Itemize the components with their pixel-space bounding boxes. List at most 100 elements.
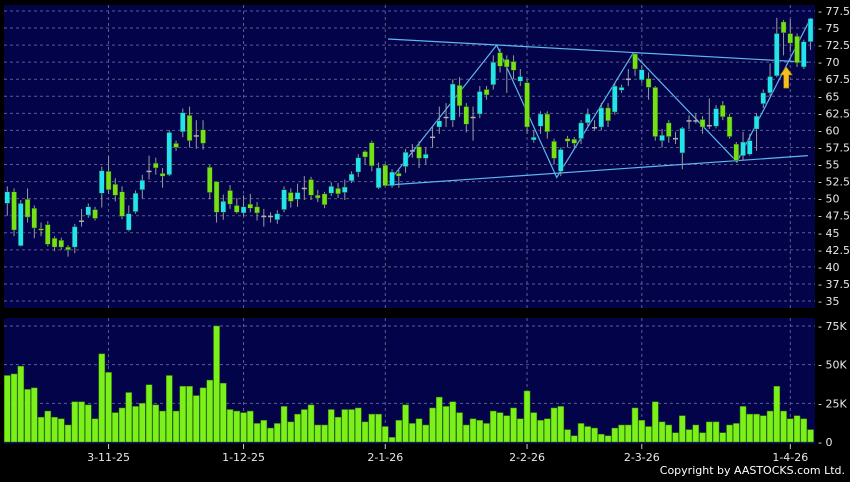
candle-body (321, 193, 328, 205)
candle-body (463, 106, 469, 125)
volume-bar (206, 379, 214, 443)
candle-body (733, 143, 739, 161)
volume-bar (10, 373, 18, 443)
x-tick-label: 1-12-25 (222, 451, 265, 464)
volume-bar (118, 407, 126, 443)
volume-bar (429, 407, 436, 443)
volume-bars (4, 325, 814, 443)
trendline (392, 18, 812, 179)
candle-body (274, 213, 280, 221)
candle-body (24, 199, 31, 218)
price-tick-label: - 65 (818, 90, 839, 103)
candle-body (645, 78, 652, 88)
candle-body (787, 33, 793, 44)
volume-bar (220, 382, 227, 443)
candle-body (213, 181, 220, 213)
volume-tick-label: - 25K (818, 397, 847, 410)
candle-body (456, 85, 463, 107)
volume-bar (469, 418, 477, 443)
price-tick-label: - 37.5 (818, 278, 850, 291)
candles (4, 17, 814, 257)
volume-bar (436, 396, 443, 443)
candle-body (436, 120, 442, 128)
volume-bar (145, 384, 153, 443)
volume-bar (321, 424, 328, 443)
volume-bar (685, 429, 693, 443)
candle-body (186, 115, 193, 141)
volume-bar (85, 404, 92, 443)
candle-body (686, 120, 692, 122)
volume-bar (199, 387, 207, 443)
price-tick-label: - 50 (818, 193, 839, 206)
candle-body (227, 190, 233, 205)
price-tick-label: - 42.5 (818, 244, 850, 257)
volume-bar (355, 407, 362, 443)
volume-bar (787, 418, 794, 443)
volume-bar (625, 424, 632, 443)
candle-body (753, 115, 760, 130)
volume-bar (51, 417, 58, 443)
candle-body (430, 136, 436, 139)
candle-body (780, 21, 787, 34)
volume-bar (71, 401, 79, 443)
candle-body (166, 132, 173, 175)
volume-bar (726, 424, 733, 443)
volume-bar (557, 406, 565, 443)
volume-bar (186, 386, 193, 443)
candle-body (200, 129, 206, 144)
volume-bar (577, 423, 585, 443)
candle-body (193, 135, 199, 137)
candle-body (11, 191, 17, 231)
candle-body (159, 173, 166, 177)
candle-body (85, 206, 92, 216)
volume-bar (719, 432, 727, 443)
candle-body (58, 240, 64, 248)
candle-body (767, 76, 773, 94)
candle-body (308, 179, 314, 196)
candle-body (706, 124, 712, 127)
volume-bar (388, 437, 396, 443)
volume-bar (665, 424, 673, 443)
volume-bar (618, 424, 625, 443)
volume-bar (348, 409, 355, 443)
volume-bar (699, 432, 706, 443)
candle-body (396, 173, 402, 177)
volume-bar (314, 424, 322, 443)
candle-body (79, 220, 85, 222)
price-tick-label: - 57.5 (818, 141, 850, 154)
candle-body (794, 36, 800, 64)
candle-body (726, 116, 733, 137)
candle-body (578, 122, 584, 139)
candle-body (362, 151, 368, 158)
volume-bar (692, 424, 700, 443)
volume-bar (172, 410, 180, 443)
volume-bar (280, 406, 288, 443)
candle-body (369, 142, 375, 167)
volume-bar (139, 403, 146, 443)
candle-body (598, 107, 604, 128)
volume-bar (253, 423, 261, 443)
volume-bar (523, 390, 531, 443)
candle-body (294, 192, 301, 200)
volume-bar (179, 386, 187, 443)
candle-body (443, 116, 449, 119)
volume-bar (294, 413, 301, 443)
candle-body (355, 157, 361, 173)
volume-bar (530, 412, 538, 443)
volume-bar (24, 389, 31, 443)
volume-bar (591, 427, 598, 443)
arrow-up-icon (779, 66, 793, 89)
volume-bar (226, 409, 234, 443)
volume-bar (166, 375, 173, 443)
volume-bar (193, 395, 200, 443)
price-tick-label: - 75 (818, 22, 839, 35)
volume-bar (773, 386, 781, 443)
candle-body (261, 215, 267, 218)
candle-body (504, 59, 510, 68)
x-tick-label: 3-11-25 (87, 451, 130, 464)
candle-body (173, 143, 179, 148)
price-tick-label: - 67.5 (818, 73, 850, 86)
volume-bar (766, 410, 774, 443)
candle-body (18, 203, 24, 246)
